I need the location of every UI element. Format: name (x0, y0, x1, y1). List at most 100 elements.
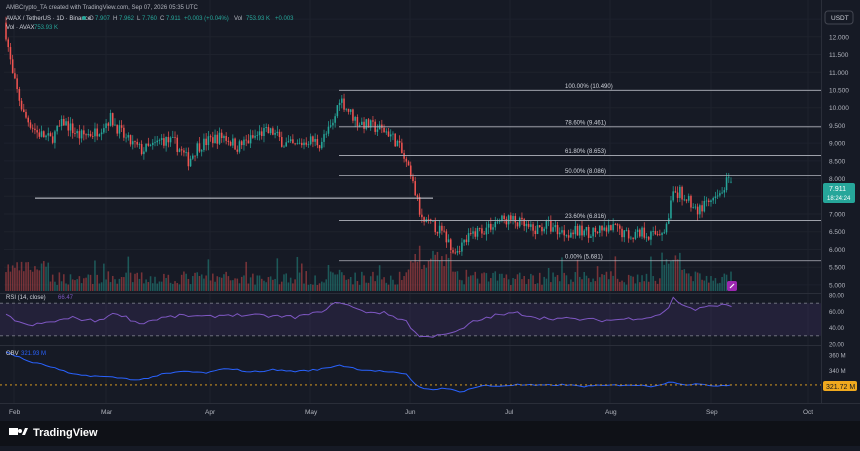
volume-bar (347, 279, 350, 291)
candle-body (283, 146, 285, 148)
symbol-line[interactable]: AVAX / TetherUS · 1D · Binance O 7.907 H… (6, 16, 294, 22)
candle-body (699, 205, 701, 215)
volume-bar (163, 273, 165, 291)
candle-body (483, 233, 485, 235)
candle-body (452, 250, 454, 253)
alert-icon[interactable] (727, 281, 737, 291)
candle-body (538, 225, 541, 228)
volume-bar (143, 283, 145, 291)
volume-bar (263, 280, 265, 291)
price-tick-label: 11.000 (829, 70, 849, 77)
volume-bar (401, 279, 403, 291)
candle-body (65, 121, 67, 126)
volume-bar (672, 259, 674, 291)
candle-body (43, 131, 45, 138)
candle-body (516, 222, 519, 227)
volume-bar (570, 279, 572, 291)
candle-body (365, 119, 368, 129)
candle-body (338, 102, 341, 106)
volume-bar (387, 284, 390, 291)
time-axis[interactable]: Feb Mar Apr May Jun Jul Aug Sep Oct (9, 409, 813, 416)
candle-body (329, 125, 332, 127)
volume-bar (194, 272, 196, 291)
time-tick-label: Apr (205, 409, 216, 416)
candle-body (240, 141, 243, 146)
volume-bar (83, 278, 85, 291)
candle-body (71, 123, 74, 134)
candle-body (56, 125, 58, 132)
volume-bar (296, 256, 299, 291)
volume-bar (438, 260, 441, 291)
tradingview-logo[interactable]: TradingView (9, 427, 98, 439)
obv-line (5, 351, 732, 393)
rsi-label[interactable]: RSI (14, close) (6, 295, 46, 301)
volume-bar (552, 272, 554, 291)
candle-body (120, 125, 123, 128)
volume-bar (563, 272, 565, 291)
candle-body (403, 153, 405, 159)
candle-body (496, 221, 499, 223)
candle-body (363, 121, 365, 129)
price-tick-label: 9.000 (829, 141, 846, 148)
volume-bar (441, 256, 443, 291)
volume-bar (65, 283, 67, 291)
volume-bar (674, 255, 677, 291)
candle-body (387, 131, 390, 137)
candle-body (578, 225, 581, 236)
volume-bar (67, 284, 70, 291)
volume-bar (225, 271, 227, 291)
volume-bar (636, 274, 639, 291)
candle-body (145, 143, 147, 152)
obv-label[interactable]: OBV (6, 351, 19, 357)
volume-bar (25, 262, 27, 291)
candle-body (323, 134, 325, 142)
obv-axis[interactable]: 360 M 340 M (829, 353, 846, 375)
volume-bar (98, 283, 101, 291)
volume-legend[interactable]: Vol · AVAX 753.93 K (6, 25, 58, 31)
candle-body (269, 128, 272, 134)
volume-bar (192, 276, 194, 291)
volume-bar (596, 266, 599, 291)
candle-body (301, 142, 303, 146)
volume-bar (447, 257, 450, 291)
candle-body (367, 119, 370, 128)
candle-body (316, 138, 319, 146)
candle-body (645, 236, 648, 238)
time-tick-label: May (305, 409, 318, 416)
volume-bar (503, 277, 505, 291)
candle-body (280, 137, 283, 147)
rsi-axis[interactable]: 80.00 60.00 40.00 20.00 (829, 294, 845, 349)
volume-bar (200, 274, 203, 291)
volume-bar (321, 281, 323, 291)
volume-bar (312, 284, 314, 291)
fib-layer[interactable]: 100.00% (10.490) 78.60% (9.461) 61.80% (8.… (339, 84, 821, 262)
volume-bar (643, 281, 646, 291)
symbol-name: AVAX / TetherUS · 1D · Binance (6, 16, 92, 22)
volume-bar (267, 277, 270, 291)
currency-button[interactable]: USDT (824, 10, 854, 25)
volume-bar (185, 273, 187, 291)
candle-body (723, 190, 726, 193)
candle-body (619, 225, 621, 229)
volume-bar (43, 261, 45, 291)
candle-body (518, 217, 521, 227)
price-tick-label: 8.000 (829, 176, 846, 183)
volume-bar (280, 281, 283, 291)
volume-bar (434, 254, 436, 291)
volume-bar (567, 284, 570, 291)
candle-body (683, 199, 686, 201)
candle-body (478, 228, 481, 229)
time-tick-label: Aug (605, 409, 617, 416)
candle-body (494, 221, 497, 228)
volume-bar (603, 274, 606, 291)
candle-body (710, 200, 712, 202)
candle-body (60, 119, 63, 127)
volume-bar (583, 272, 585, 291)
volume-bar (234, 278, 236, 291)
volume-bar (129, 272, 132, 291)
candle-body (152, 142, 154, 145)
candle-body (218, 132, 221, 144)
volume-bar (578, 276, 581, 291)
volume-bar (187, 278, 190, 291)
